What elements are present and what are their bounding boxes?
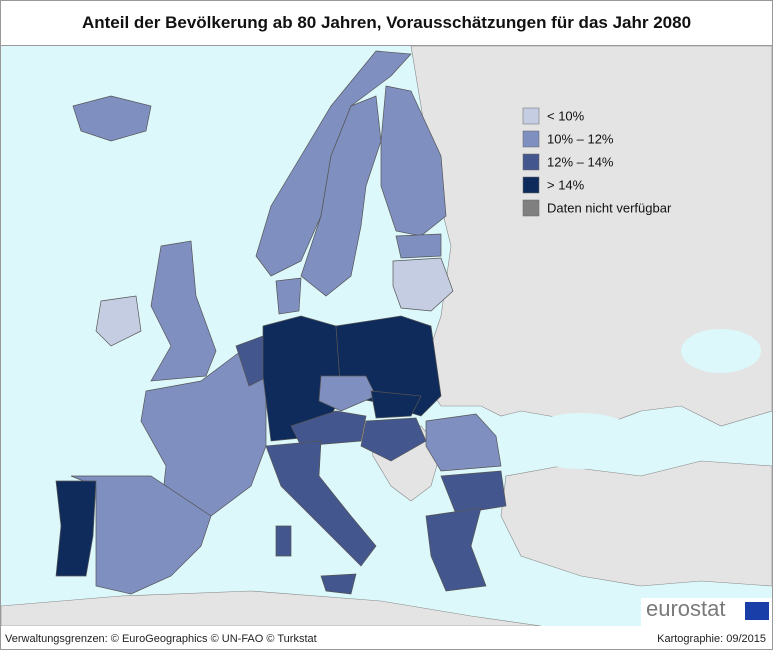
- footer-right: Kartographie: 09/2015: [657, 633, 766, 645]
- page: Anteil der Bevölkerung ab 80 Jahren, Vor…: [0, 0, 773, 650]
- footer-left: Verwaltungsgrenzen: © EuroGeographics © …: [5, 633, 317, 645]
- legend-label: Daten nicht verfügbar: [547, 200, 672, 215]
- legend-swatch: [523, 154, 539, 170]
- logo: eurostat: [646, 596, 726, 621]
- black-sea: [521, 413, 641, 469]
- legend-label: < 10%: [547, 108, 585, 123]
- legend-label: > 14%: [547, 177, 585, 192]
- legend-swatch: [523, 177, 539, 193]
- eu-flag: [745, 602, 769, 620]
- sicily: [321, 574, 356, 594]
- legend-swatch: [523, 200, 539, 216]
- estonia: [396, 234, 441, 258]
- caspian-sea: [681, 329, 761, 373]
- map: < 10% 10% – 12% 12% – 14% > 14% Daten nicht …: [1, 46, 772, 626]
- legend-label: 12% – 14%: [547, 154, 614, 169]
- legend-swatch: [523, 108, 539, 124]
- map-title: Anteil der Bevölkerung ab 80 Jahren, Vor…: [1, 1, 772, 46]
- sardinia: [276, 526, 291, 556]
- denmark: [276, 278, 301, 314]
- legend-label: 10% – 12%: [547, 131, 614, 146]
- legend-swatch: [523, 131, 539, 147]
